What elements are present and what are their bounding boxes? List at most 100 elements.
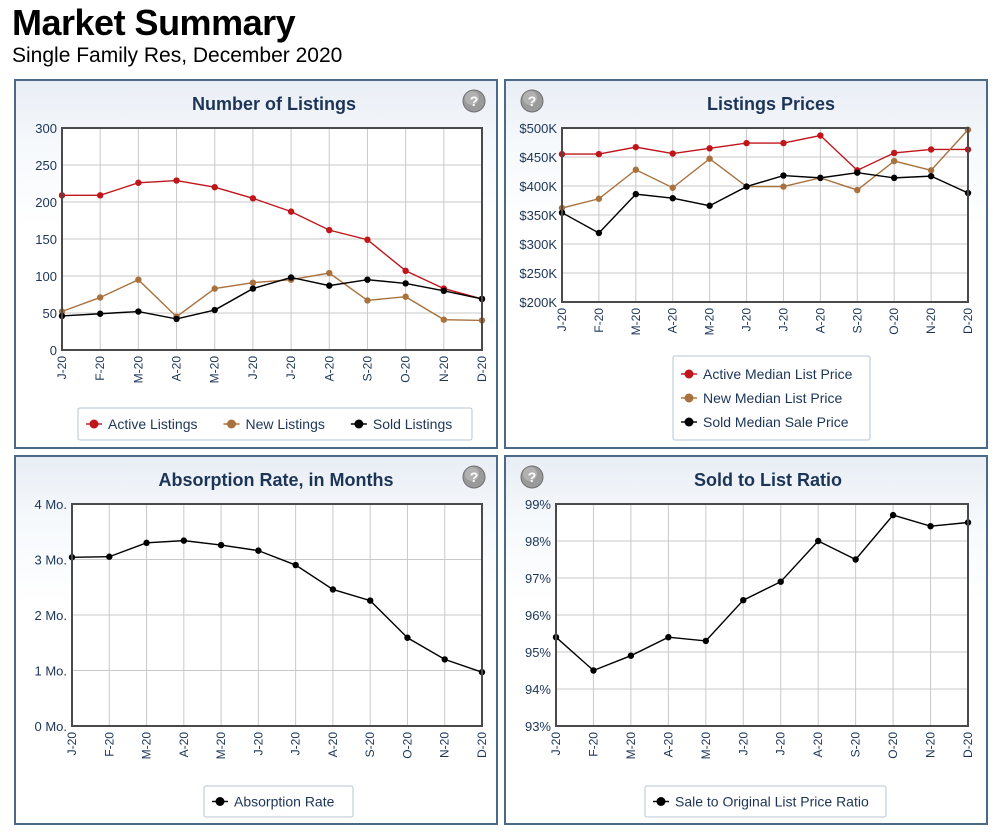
chart-title: Listings Prices: [707, 94, 835, 114]
plot-frame: [555, 503, 969, 727]
data-point: [364, 276, 371, 283]
data-point: [292, 561, 299, 569]
data-point: [817, 132, 824, 139]
x-tick-label: F-20: [93, 356, 107, 381]
plot-frame: [71, 503, 483, 727]
chart-svg-absorption-rate-in-months: Absorption Rate, in Months ? 0 Mo. 1 Mo. 2 M…: [34, 465, 489, 818]
x-tick-label: A-20: [661, 732, 675, 758]
help-question-icon[interactable]: ?: [462, 89, 486, 113]
x-tick-label: D-20: [961, 308, 975, 334]
plot-frame: [561, 127, 969, 303]
y-tick-label: 95%: [525, 645, 551, 660]
data-point: [665, 634, 672, 641]
legend-marker: [684, 369, 694, 379]
data-point: [326, 269, 333, 277]
chart-svg-sold-to-list-ratio: Sold to List Ratio? 93% 94% 95% 96% 97% 98% 99%…: [520, 465, 975, 818]
x-tick-label: A-20: [177, 732, 191, 758]
data-point: [590, 667, 597, 674]
data-point: [404, 634, 411, 641]
data-point: [780, 183, 787, 190]
series-line: [561, 171, 969, 234]
legend-marker: [684, 417, 694, 427]
legend: Active Median List Price New Median List …: [672, 355, 871, 441]
data-point: [135, 308, 142, 315]
data-point: [143, 539, 150, 547]
legend-label: Absorption Rate: [234, 794, 335, 810]
chart-title: Number of Listings: [192, 94, 356, 114]
help-question-icon[interactable]: ?: [520, 89, 544, 113]
data-point: [890, 157, 898, 165]
data-point: [627, 652, 635, 659]
data-point: [632, 190, 640, 198]
y-tick-label: 250: [35, 158, 57, 173]
y-tick-label: 150: [35, 232, 57, 247]
legend-label: Sold Listings: [373, 416, 452, 432]
data-point: [595, 150, 603, 158]
y-tick-label: 1 Mo.: [34, 664, 67, 679]
series-line: [555, 514, 969, 672]
help-question-icon[interactable]: ?: [520, 465, 544, 489]
x-tick-label: F-20: [586, 732, 600, 757]
x-tick-label: J-20: [284, 356, 298, 380]
x-tick-label: D-20: [475, 356, 489, 382]
data-point: [669, 184, 676, 191]
y-tick-label: 94%: [525, 682, 551, 697]
data-point: [287, 274, 295, 281]
data-point: [173, 315, 180, 323]
x-tick-label: J-20: [65, 732, 79, 756]
legend: Active Listings New Listings Sold Listings: [77, 407, 473, 441]
x-tick-label: N-20: [924, 308, 938, 334]
x-tick-label: J-20: [774, 732, 788, 756]
data-point: [106, 553, 113, 560]
x-tick-label: D-20: [961, 732, 975, 758]
x-tick-label: F-20: [102, 732, 116, 757]
y-tick-label: 93%: [525, 719, 551, 734]
x-tick-label: M-20: [624, 732, 638, 760]
data-point: [927, 167, 935, 174]
legend-label: Active Listings: [108, 416, 197, 432]
series-new-listings: [58, 269, 486, 324]
data-point: [780, 139, 787, 147]
x-tick-label: S-20: [850, 308, 864, 334]
x-tick-label: N-20: [438, 732, 452, 758]
data-point: [326, 226, 333, 234]
data-point: [740, 597, 747, 604]
svg-text:?: ?: [470, 469, 479, 485]
data-point: [814, 537, 822, 545]
x-tick-label: M-20: [214, 732, 228, 760]
x-tick-label: M-20: [629, 308, 643, 336]
y-tick-label: 200: [35, 195, 57, 210]
y-tick-label: $300K: [519, 237, 557, 252]
legend-marker: [684, 393, 694, 403]
legend: Absorption Rate: [203, 785, 354, 818]
x-tick-label: D-20: [475, 732, 489, 758]
data-point: [326, 282, 333, 289]
data-point: [669, 150, 676, 157]
data-point: [402, 267, 409, 275]
x-tick-label: J-20: [555, 308, 569, 332]
y-tick-label: $350K: [519, 208, 557, 223]
x-tick-label: O-20: [887, 308, 901, 335]
y-tick-label: 96%: [525, 608, 551, 623]
data-point: [255, 547, 262, 554]
data-point: [890, 174, 898, 182]
x-tick-label: J-20: [776, 308, 790, 332]
x-tick-label: J-20: [736, 732, 750, 756]
data-point: [173, 177, 180, 184]
x-tick-label: J-20: [549, 732, 563, 756]
data-point: [402, 280, 409, 287]
help-question-icon[interactable]: ?: [462, 465, 486, 489]
data-point: [702, 637, 710, 645]
x-tick-label: A-20: [322, 356, 336, 382]
y-tick-label: 97%: [525, 571, 551, 586]
x-tick-label: M-20: [208, 356, 222, 384]
data-point: [287, 208, 295, 215]
series-line: [562, 134, 968, 172]
chart-panel-absorption-rate: Absorption Rate, in Months? 0 Mo. 1 Mo. 2 M…: [14, 455, 498, 825]
x-tick-label: J-20: [251, 732, 265, 756]
chart-panel-listings-prices: Listings Prices? $200K $250K $300K $350K $400…: [504, 79, 988, 449]
legend-marker: [656, 797, 666, 806]
y-tick-label: 100: [35, 269, 57, 284]
x-tick-label: S-20: [363, 732, 377, 758]
series-sold-median-sale-price: [558, 169, 972, 237]
